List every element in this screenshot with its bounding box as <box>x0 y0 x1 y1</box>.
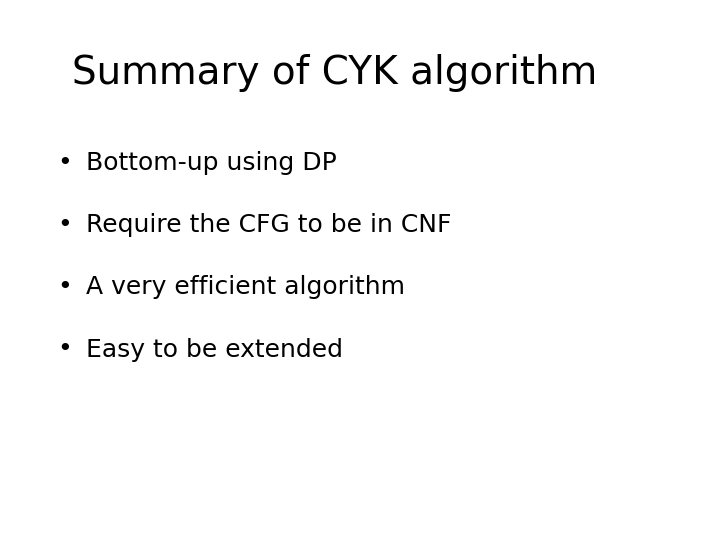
Text: •: • <box>58 213 72 237</box>
Text: A very efficient algorithm: A very efficient algorithm <box>86 275 405 299</box>
Text: Summary of CYK algorithm: Summary of CYK algorithm <box>72 54 598 92</box>
Text: Easy to be extended: Easy to be extended <box>86 338 343 361</box>
Text: Require the CFG to be in CNF: Require the CFG to be in CNF <box>86 213 452 237</box>
Text: Bottom-up using DP: Bottom-up using DP <box>86 151 337 175</box>
Text: •: • <box>58 151 72 175</box>
Text: •: • <box>58 275 72 299</box>
Text: •: • <box>58 338 72 361</box>
